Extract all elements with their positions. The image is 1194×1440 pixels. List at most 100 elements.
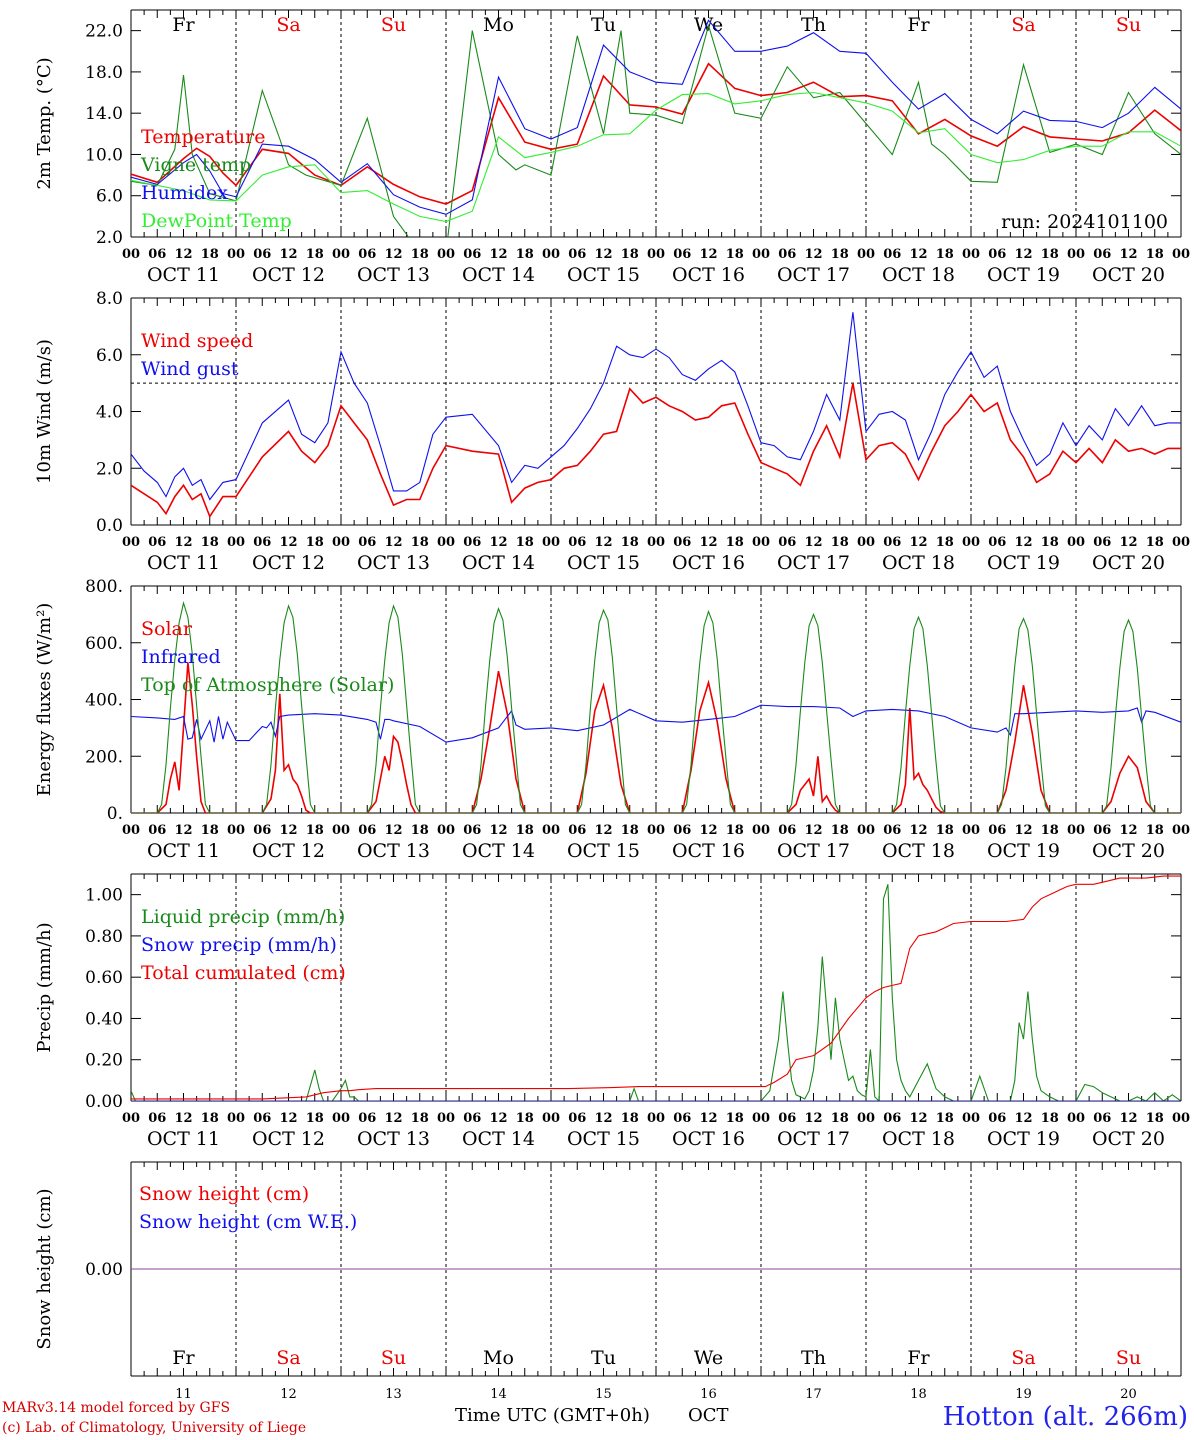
hour-tick-label: 06	[778, 1111, 796, 1126]
hour-tick-label: 00	[1172, 823, 1190, 838]
date-label: OCT 18	[882, 552, 955, 574]
hour-tick-label: 18	[516, 1111, 534, 1126]
hour-tick-label: 18	[726, 823, 744, 838]
hour-tick-label: 12	[1119, 1111, 1137, 1126]
station-name: Hotton (alt. 266m)	[942, 1402, 1188, 1432]
hour-tick-label: 18	[1146, 535, 1164, 550]
hour-tick-label: 12	[699, 247, 717, 262]
hour-tick-label: 18	[1146, 247, 1164, 262]
legend-entry: DewPoint Temp	[141, 210, 292, 232]
hour-tick-label: 18	[411, 1111, 429, 1126]
hour-tick-label: 18	[516, 247, 534, 262]
date-label: OCT 14	[462, 264, 535, 286]
hour-tick-label: 12	[1014, 535, 1032, 550]
date-label: OCT 15	[567, 1128, 640, 1150]
date-label: OCT 16	[672, 552, 745, 574]
y-axis-title: Precip (mm/h)	[34, 922, 55, 1052]
y-tick-label: 1.00	[85, 886, 123, 906]
y-tick-label: 10.0	[85, 145, 123, 165]
hour-tick-label: 06	[463, 247, 481, 262]
hour-tick-label: 12	[384, 1111, 402, 1126]
hour-tick-label: 12	[174, 247, 192, 262]
hour-tick-label: 00	[1172, 1111, 1190, 1126]
series-line-wind-speed	[131, 382, 1181, 519]
hour-tick-label: 06	[568, 535, 586, 550]
hour-tick-label: 00	[962, 1111, 980, 1126]
hour-tick-label: 12	[489, 823, 507, 838]
weekday-label: Th	[801, 1347, 826, 1369]
y-tick-label: 0.	[107, 804, 123, 824]
hour-tick-label: 00	[1067, 823, 1085, 838]
hour-tick-label: 18	[306, 535, 324, 550]
series-line-vigne-temp	[131, 23, 1181, 237]
hour-tick-label: 18	[621, 1111, 639, 1126]
hour-tick-label: 12	[1119, 535, 1137, 550]
hour-tick-label: 12	[804, 1111, 822, 1126]
hour-tick-label: 00	[1067, 535, 1085, 550]
y-tick-label: 6.0	[96, 346, 123, 366]
date-label: OCT 17	[777, 552, 850, 574]
hour-tick-label: 00	[227, 823, 245, 838]
hour-tick-label: 00	[1172, 535, 1190, 550]
hour-tick-label: 00	[857, 1111, 875, 1126]
hour-tick-label: 12	[594, 1111, 612, 1126]
hour-tick-label: 00	[332, 535, 350, 550]
hour-tick-label: 06	[1093, 535, 1111, 550]
series-line-dewpoint-temp	[131, 91, 1181, 223]
y-axis-title: 10m Wind (m/s)	[34, 339, 55, 484]
hour-tick-label: 18	[1041, 823, 1059, 838]
hour-tick-label: 06	[673, 247, 691, 262]
hour-tick-label: 00	[752, 1111, 770, 1126]
day-number-label: 13	[385, 1387, 402, 1402]
series-line-infrared	[131, 704, 1181, 743]
hour-tick-label: 06	[988, 1111, 1006, 1126]
hour-tick-label: 18	[1146, 1111, 1164, 1126]
weekday-label: Mo	[483, 1347, 514, 1369]
hour-tick-label: 18	[621, 247, 639, 262]
hour-tick-label: 18	[936, 823, 954, 838]
y-tick-label: 400.	[85, 691, 123, 711]
y-tick-label: 0.20	[85, 1051, 123, 1071]
hour-tick-label: 06	[358, 823, 376, 838]
hour-tick-label: 18	[201, 1111, 219, 1126]
hour-tick-label: 06	[253, 247, 271, 262]
hour-tick-label: 12	[174, 535, 192, 550]
hour-tick-label: 06	[1093, 823, 1111, 838]
y-tick-label: 14.0	[85, 104, 123, 124]
weekday-label: Su	[381, 1347, 406, 1369]
series-line-total-cumulated-cm	[131, 875, 1181, 1100]
hour-tick-label: 18	[831, 823, 849, 838]
date-label: OCT 13	[357, 840, 430, 862]
hour-tick-label: 12	[804, 535, 822, 550]
hour-tick-label: 06	[463, 1111, 481, 1126]
day-number-label: 18	[910, 1387, 927, 1402]
hour-tick-label: 00	[227, 1111, 245, 1126]
hour-tick-label: 00	[1067, 1111, 1085, 1126]
hour-tick-label: 12	[699, 535, 717, 550]
hour-tick-label: 12	[1014, 1111, 1032, 1126]
time-axis-label: Time UTC (GMT+0h)	[455, 1405, 650, 1426]
hour-tick-label: 00	[437, 247, 455, 262]
hour-tick-label: 00	[752, 823, 770, 838]
hour-tick-label: 00	[332, 823, 350, 838]
hour-tick-label: 18	[726, 535, 744, 550]
series-line-wind-gust	[131, 312, 1181, 501]
hour-tick-label: 00	[122, 535, 140, 550]
run-label: run: 2024101100	[1001, 211, 1168, 233]
hour-tick-label: 18	[831, 247, 849, 262]
hour-tick-label: 06	[778, 823, 796, 838]
weekday-label: We	[694, 1347, 723, 1369]
y-tick-label: 200.	[85, 747, 123, 767]
hour-tick-label: 12	[909, 535, 927, 550]
y-tick-label: 0.60	[85, 968, 123, 988]
date-label: OCT 15	[567, 264, 640, 286]
hour-tick-label: 00	[122, 1111, 140, 1126]
hour-tick-label: 18	[411, 247, 429, 262]
y-axis-title: 2m Temp. (°C)	[34, 57, 55, 189]
y-tick-label: 22.0	[85, 22, 123, 42]
hour-tick-label: 18	[306, 247, 324, 262]
series-line-humidex	[131, 19, 1181, 215]
hour-tick-label: 00	[857, 535, 875, 550]
hour-tick-label: 00	[752, 535, 770, 550]
weekday-label: Su	[1116, 1347, 1141, 1369]
